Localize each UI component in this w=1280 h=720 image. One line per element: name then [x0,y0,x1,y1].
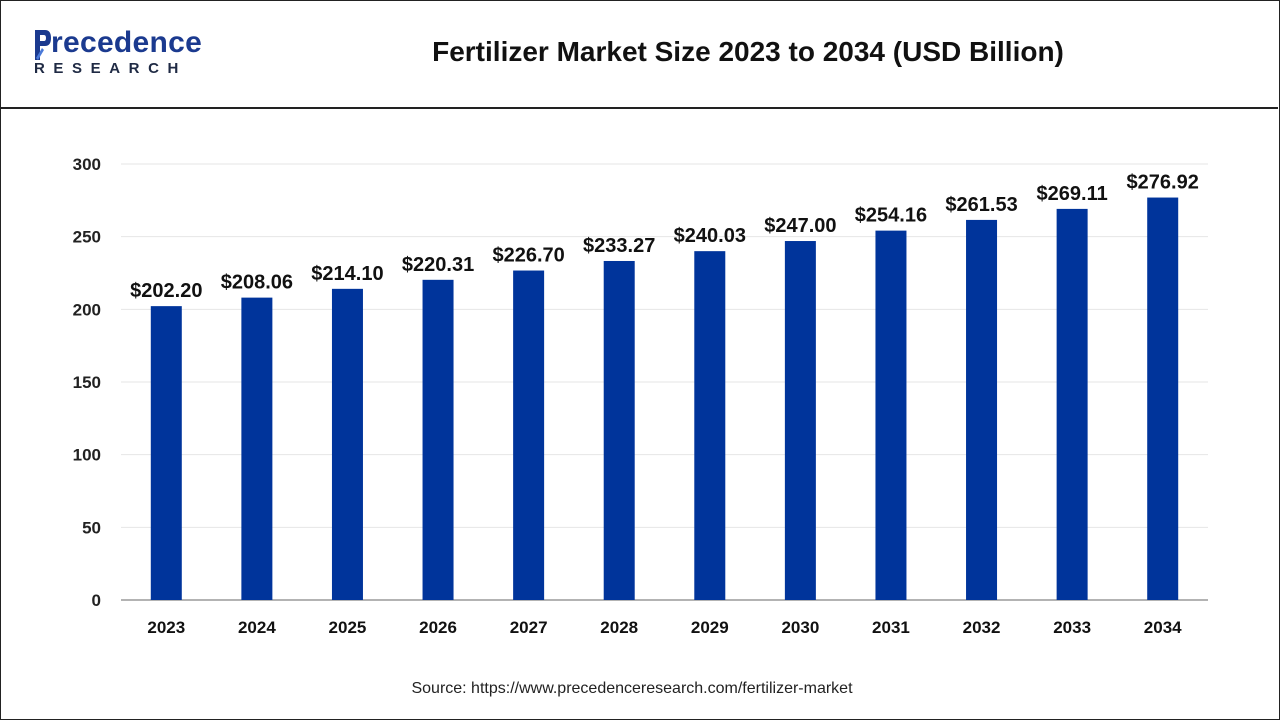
bar-2026 [422,279,454,600]
header: recedence RESEARCH Fertilizer Market Siz… [0,0,1278,109]
bar-2031 [875,230,907,600]
data-label-2028: $233.27 [583,235,655,257]
bar-2030 [784,241,816,600]
data-label-2029: $240.03 [674,225,746,247]
data-label-2026: $220.31 [402,254,474,276]
data-label-2030: $247.00 [764,215,836,237]
x-tick-label-2033: 2033 [1053,618,1091,637]
logo-subtext: RESEARCH [34,60,187,77]
y-tick-label: 100 [73,446,101,465]
x-tick-label-2029: 2029 [691,618,729,637]
x-tick-label-2027: 2027 [510,618,548,637]
bar-2027 [513,270,545,600]
y-tick-label: 300 [73,155,101,174]
data-label-2034: $276.92 [1127,172,1199,194]
y-tick-label: 50 [82,518,101,537]
logo-p-icon [35,30,51,60]
bar-2029 [694,251,726,600]
x-tick-label-2034: 2034 [1144,618,1182,637]
x-tick-label-2026: 2026 [419,618,457,637]
x-tick-label-2032: 2032 [963,618,1001,637]
bar-2034 [1147,197,1179,600]
bar-2028 [603,260,635,600]
data-label-2027: $226.70 [492,245,564,267]
bar-2032 [966,219,998,600]
source-note: Source: https://www.precedenceresearch.c… [411,680,853,697]
data-label-2023: $202.20 [130,280,202,302]
chart-title: Fertilizer Market Size 2023 to 2034 (USD… [432,36,1064,67]
x-tick-label-2028: 2028 [600,618,638,637]
x-tick-label-2031: 2031 [872,618,910,637]
bar-chart: 0 50 100 150 200 250 300 $202.20 2023 $208.06 2024… [73,155,1208,637]
y-tick-label: 250 [73,228,101,247]
y-tick-label: 150 [73,373,101,392]
logo-wordmark: recedence [51,26,203,59]
x-tick-label-2024: 2024 [238,618,276,637]
x-tick-label-2025: 2025 [329,618,367,637]
y-tick-label: 200 [73,300,101,319]
data-label-2031: $254.16 [855,205,927,227]
bar-2025 [331,288,363,600]
logo: recedence RESEARCH [32,24,232,84]
x-tick-label-2023: 2023 [147,618,185,637]
x-tick-label-2030: 2030 [781,618,819,637]
bar-2023 [150,306,182,600]
data-label-2024: $208.06 [221,272,293,294]
bar-2033 [1056,208,1088,600]
data-label-2032: $261.53 [945,194,1017,216]
y-tick-label: 0 [92,591,101,610]
data-label-2033: $269.11 [1037,183,1108,205]
data-label-2025: $214.10 [311,263,383,285]
bar-2024 [241,297,273,600]
